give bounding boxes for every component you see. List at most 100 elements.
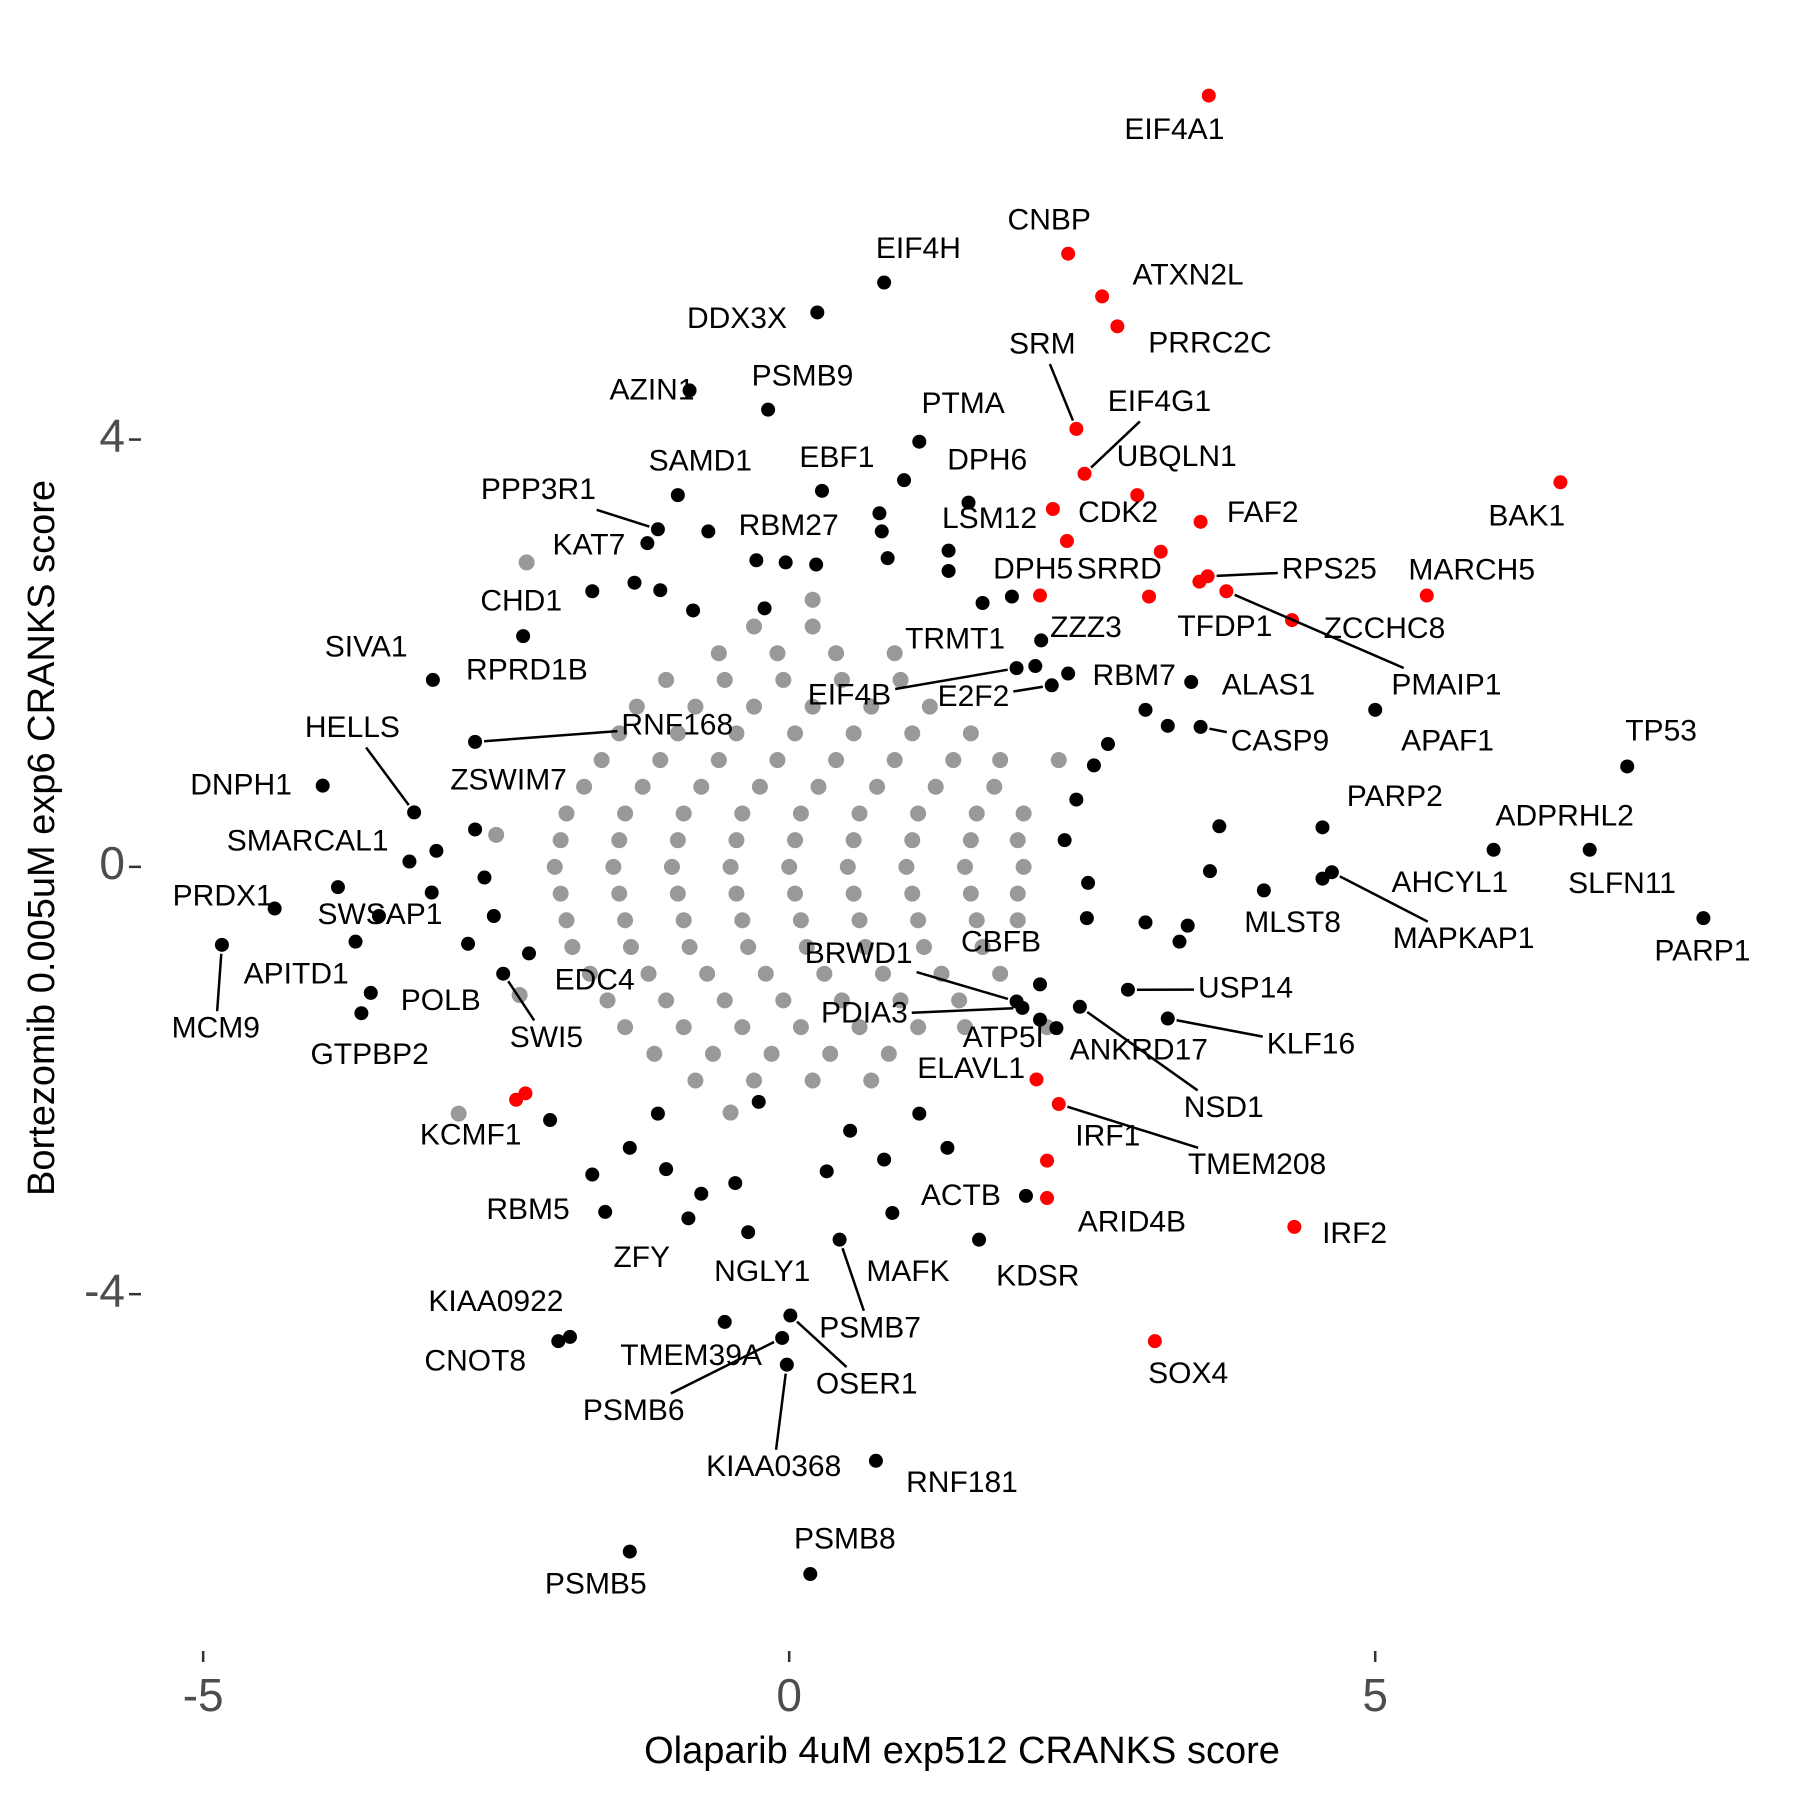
point bbox=[804, 591, 821, 608]
point bbox=[804, 618, 821, 635]
point-label: CDK2 bbox=[1078, 496, 1158, 529]
point bbox=[1110, 319, 1125, 334]
point bbox=[1009, 885, 1026, 902]
point bbox=[851, 1019, 868, 1036]
point bbox=[828, 645, 845, 662]
point bbox=[792, 805, 809, 822]
point bbox=[1072, 999, 1087, 1014]
point bbox=[763, 1045, 780, 1062]
point bbox=[798, 938, 815, 955]
label-connector bbox=[894, 668, 1008, 691]
point bbox=[874, 524, 889, 539]
point-label: BRWD1 bbox=[805, 937, 913, 970]
point bbox=[468, 734, 483, 749]
point-label: OSER1 bbox=[816, 1368, 918, 1401]
point bbox=[1050, 752, 1067, 769]
point-label: KIAA0922 bbox=[428, 1285, 563, 1318]
point bbox=[972, 1232, 987, 1247]
point bbox=[787, 832, 804, 849]
point bbox=[354, 1006, 369, 1021]
point-label: KIAA0368 bbox=[706, 1450, 841, 1483]
point-label: PARP1 bbox=[1654, 935, 1750, 968]
point bbox=[450, 1105, 467, 1122]
point-label: EBF1 bbox=[799, 441, 874, 474]
point-label: KCMF1 bbox=[420, 1118, 522, 1151]
point bbox=[650, 522, 665, 537]
point bbox=[659, 1162, 674, 1177]
point bbox=[945, 752, 962, 769]
point-label: CNBP bbox=[1008, 203, 1091, 236]
point-label: EIF4H bbox=[876, 232, 961, 265]
point bbox=[687, 698, 704, 715]
point bbox=[792, 912, 809, 929]
point bbox=[1009, 661, 1024, 676]
point bbox=[461, 936, 476, 951]
point bbox=[751, 1094, 766, 1109]
point bbox=[552, 885, 569, 902]
point bbox=[1219, 584, 1234, 599]
point bbox=[1040, 1191, 1055, 1206]
point bbox=[1069, 421, 1084, 436]
point bbox=[832, 1232, 847, 1247]
point bbox=[851, 805, 868, 822]
point bbox=[717, 1314, 732, 1329]
point-label: SRRD bbox=[1077, 552, 1162, 585]
point bbox=[424, 885, 439, 900]
point bbox=[686, 603, 701, 618]
point bbox=[898, 858, 915, 875]
label-connector bbox=[1216, 571, 1278, 578]
point-label: MLST8 bbox=[1244, 906, 1341, 939]
point bbox=[757, 965, 774, 982]
point bbox=[783, 1308, 798, 1323]
point bbox=[1034, 633, 1049, 648]
point bbox=[1086, 758, 1101, 773]
point-label: CASP9 bbox=[1231, 725, 1329, 758]
point bbox=[564, 938, 581, 955]
point bbox=[1553, 475, 1568, 490]
label-connector bbox=[911, 1007, 1014, 1014]
point bbox=[518, 554, 535, 571]
point-label: RPS25 bbox=[1282, 552, 1377, 585]
point bbox=[1069, 792, 1084, 807]
point bbox=[863, 1072, 880, 1089]
point bbox=[710, 645, 727, 662]
point-label: SOX4 bbox=[1148, 1357, 1228, 1390]
point-label: PTMA bbox=[921, 387, 1004, 420]
point bbox=[617, 1019, 634, 1036]
point bbox=[845, 832, 862, 849]
point bbox=[957, 1019, 973, 1036]
label-connector bbox=[1090, 420, 1141, 469]
point bbox=[816, 965, 833, 982]
point bbox=[617, 805, 634, 822]
y-axis-title: Bortezomib 0.005uM exp6 CRANKS score bbox=[21, 480, 63, 1196]
point-label: POLB bbox=[401, 984, 481, 1017]
point-label: IRF2 bbox=[1322, 1217, 1387, 1250]
point bbox=[653, 583, 668, 598]
point bbox=[1028, 659, 1043, 674]
point-label: KLF16 bbox=[1267, 1028, 1355, 1061]
point bbox=[746, 698, 763, 715]
point bbox=[941, 543, 956, 558]
point bbox=[640, 536, 655, 551]
point bbox=[468, 822, 483, 837]
point-label: ELAVL1 bbox=[917, 1052, 1025, 1085]
point bbox=[669, 885, 686, 902]
y-tick-label: -4 bbox=[84, 1264, 125, 1316]
point bbox=[622, 1140, 637, 1155]
point bbox=[1160, 1011, 1175, 1026]
point bbox=[869, 778, 886, 795]
point-label: PARP2 bbox=[1347, 780, 1443, 813]
point bbox=[371, 909, 386, 924]
x-tick-label: 5 bbox=[1362, 1669, 1388, 1721]
point bbox=[885, 1205, 900, 1220]
point bbox=[1287, 1219, 1302, 1234]
point bbox=[652, 752, 669, 769]
point bbox=[1193, 719, 1208, 734]
point bbox=[650, 1106, 665, 1121]
point bbox=[843, 1123, 858, 1138]
point bbox=[518, 1086, 533, 1101]
point bbox=[778, 555, 793, 570]
point-label: APAF1 bbox=[1401, 725, 1494, 758]
label-connector bbox=[796, 1320, 848, 1369]
